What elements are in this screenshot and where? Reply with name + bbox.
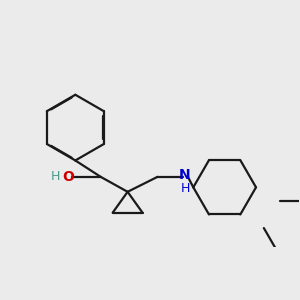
Text: H: H [51,170,61,183]
Text: H: H [180,182,190,195]
Text: N: N [179,168,191,182]
Text: O: O [62,170,74,184]
